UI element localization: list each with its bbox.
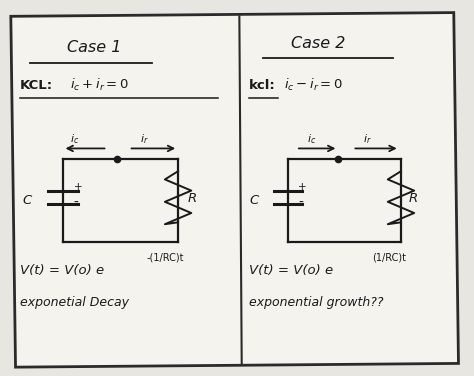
Text: V(t) = V(o) e: V(t) = V(o) e [249, 264, 333, 277]
Text: R: R [188, 192, 197, 205]
Text: R: R [409, 192, 418, 205]
Text: -: - [73, 196, 78, 210]
Text: Case 1: Case 1 [67, 40, 122, 55]
Text: V(t) = V(o) e: V(t) = V(o) e [20, 264, 104, 277]
Text: $i_r$: $i_r$ [363, 132, 372, 146]
Text: +: + [298, 182, 307, 192]
Text: C: C [250, 194, 259, 207]
Text: exponetial Decay: exponetial Decay [20, 296, 129, 309]
Polygon shape [11, 12, 458, 367]
Text: -(1/RC)t: -(1/RC)t [146, 253, 184, 263]
Text: exponential growth??: exponential growth?? [249, 296, 383, 309]
Text: +: + [73, 182, 82, 192]
Text: -: - [298, 196, 303, 210]
Text: C: C [23, 194, 32, 207]
Text: $i_c + i_r = 0$: $i_c + i_r = 0$ [70, 77, 129, 93]
Text: KCL:: KCL: [20, 79, 54, 92]
Text: $i_c$: $i_c$ [307, 132, 316, 146]
Text: (1/RC)t: (1/RC)t [372, 253, 406, 263]
Text: $i_c$: $i_c$ [70, 132, 79, 146]
Text: $i_c - i_r = 0$: $i_c - i_r = 0$ [284, 77, 343, 93]
Text: kcl:: kcl: [249, 79, 275, 92]
Text: $i_r$: $i_r$ [140, 132, 149, 146]
Text: Case 2: Case 2 [291, 36, 346, 51]
